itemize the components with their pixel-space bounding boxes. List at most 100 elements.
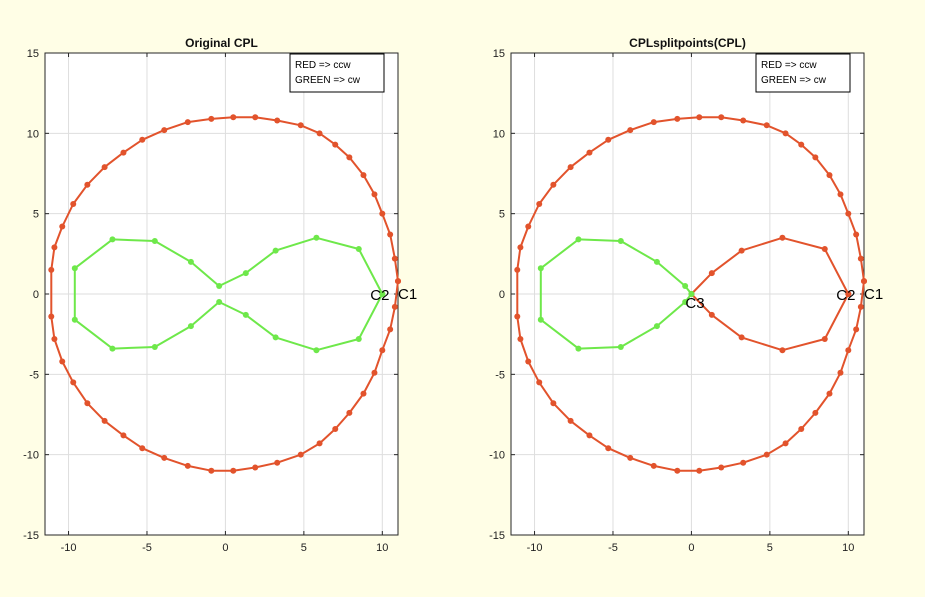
series-point (272, 247, 279, 254)
series-point (696, 467, 703, 474)
series-point (391, 303, 398, 310)
series-point (525, 223, 532, 230)
x-tick-label: 5 (301, 542, 307, 554)
y-tick-label: -15 (489, 530, 505, 542)
y-tick-label: -10 (23, 450, 39, 462)
series-point (313, 347, 320, 354)
curve-label-c1: C1 (864, 286, 883, 303)
series-point (650, 462, 657, 469)
series-point (48, 313, 55, 320)
series-point (575, 345, 582, 352)
series-point (738, 247, 745, 254)
y-tick-label: -15 (23, 530, 39, 542)
series-point (674, 467, 681, 474)
series-point (139, 445, 146, 452)
legend-box (289, 53, 385, 93)
series-point (617, 344, 624, 351)
legend-box (755, 53, 851, 93)
series-point (51, 335, 58, 342)
series-point (826, 390, 833, 397)
y-tick-label: 5 (499, 209, 505, 221)
series-point (161, 454, 168, 461)
series-point (821, 335, 828, 342)
series-line-C3 (539, 238, 693, 350)
series-point (688, 291, 695, 297)
series-point (120, 149, 127, 156)
series-point (51, 244, 58, 251)
series-point (346, 409, 353, 416)
series-point (605, 136, 612, 143)
series-point (84, 400, 91, 407)
series-point (230, 114, 237, 121)
series-point (70, 201, 77, 208)
series-point (371, 191, 378, 198)
series-point (252, 464, 259, 471)
x-tick-label: -10 (527, 542, 543, 554)
series-point (316, 440, 323, 447)
series-point (575, 236, 582, 243)
series-point (316, 130, 323, 137)
series-point (740, 459, 747, 466)
series-point (216, 282, 223, 289)
series-point (187, 258, 194, 265)
series-point (109, 345, 116, 352)
series-point (525, 358, 532, 365)
series-point (332, 425, 339, 432)
series-point (853, 231, 860, 238)
series-point (387, 326, 394, 333)
series-point (151, 237, 158, 244)
series-point (653, 323, 660, 330)
legend-entry: GREEN => cw (295, 75, 361, 86)
curve-label-c1: C1 (398, 286, 417, 303)
series-point (782, 440, 789, 447)
y-tick-label: 5 (33, 209, 39, 221)
series-point (617, 237, 624, 244)
series-point (682, 282, 689, 289)
series-point (550, 181, 557, 188)
series-point (674, 115, 681, 122)
series-point (208, 467, 215, 474)
series-point (84, 181, 91, 188)
series-point (274, 459, 281, 466)
x-tick-label: -5 (608, 542, 618, 554)
series-point (101, 164, 108, 171)
legend-entry: RED => ccw (295, 60, 351, 71)
series-point (187, 323, 194, 330)
series-point (837, 369, 844, 376)
series-point (242, 311, 249, 318)
series-point (355, 335, 362, 342)
series-point (355, 246, 362, 253)
y-tick-label: 10 (27, 128, 39, 140)
series-point (653, 258, 660, 265)
series-point (845, 347, 852, 354)
series-point (738, 334, 745, 341)
series-point (537, 265, 544, 272)
axes-cplsplitpoints: -10 -5 0 5 10 -15 -10 -5 0 5 10 15 CPLsplitpoints(CP… (489, 36, 883, 554)
series-point (387, 231, 394, 238)
curve-label-c2: C2 (370, 287, 389, 304)
series-point (517, 244, 524, 251)
series-point (718, 114, 725, 121)
series-point (208, 115, 215, 122)
series-point (48, 266, 55, 273)
series-point (517, 335, 524, 342)
series-point (650, 119, 657, 126)
series-point (798, 425, 805, 432)
series-point (151, 344, 158, 351)
y-tick-label: -10 (489, 450, 505, 462)
series-point (798, 141, 805, 148)
series-point (536, 379, 543, 386)
series-point (550, 400, 557, 407)
series-point (514, 313, 521, 320)
series-point (360, 390, 367, 397)
legend-entry: GREEN => cw (761, 75, 827, 86)
y-tick-label: -5 (29, 369, 39, 381)
y-tick-label: 10 (493, 128, 505, 140)
series-point (812, 154, 819, 161)
series-point (853, 326, 860, 333)
series-point (360, 172, 367, 179)
series-point (782, 130, 789, 137)
series-point (536, 201, 543, 208)
y-tick-label: 15 (27, 48, 39, 60)
